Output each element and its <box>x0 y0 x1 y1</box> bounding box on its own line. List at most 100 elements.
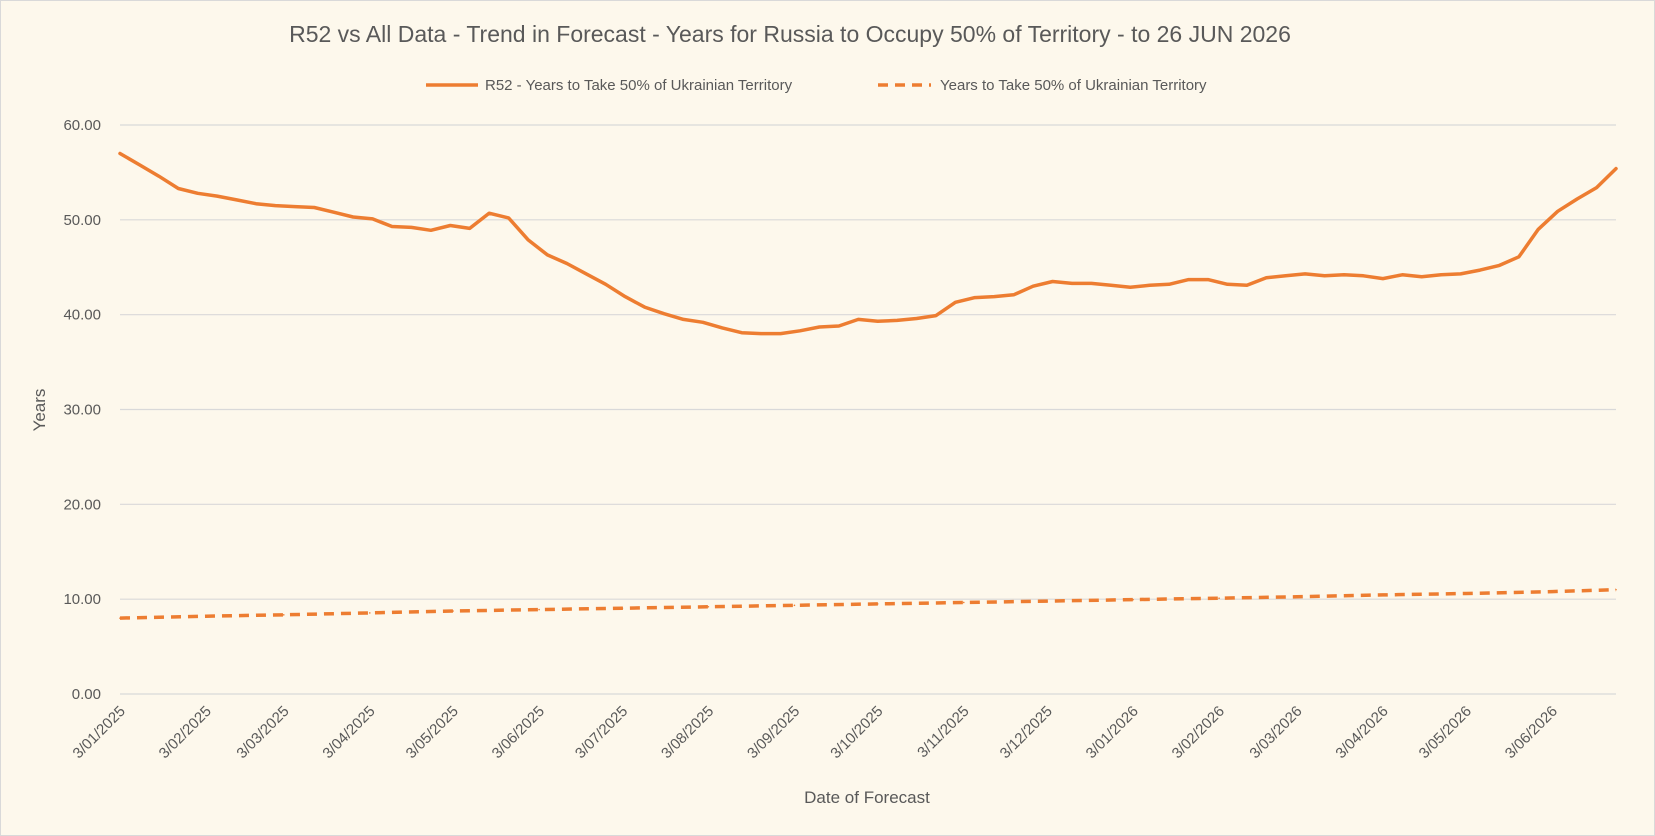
data-point <box>566 262 568 265</box>
data-point <box>962 601 965 604</box>
data-point <box>1218 597 1220 600</box>
data-point <box>1187 278 1190 281</box>
data-point <box>993 295 996 298</box>
data-point <box>1576 198 1578 200</box>
data-point <box>282 614 285 616</box>
data-point <box>452 610 454 612</box>
x-tick-label: 3/11/2025 <box>914 703 972 761</box>
data-point <box>876 603 879 605</box>
data-point <box>352 216 354 218</box>
x-tick-label: 3/01/2026 <box>1083 703 1142 762</box>
data-point <box>216 195 218 197</box>
data-point <box>158 175 160 178</box>
data-point <box>410 226 413 229</box>
data-point <box>1012 293 1015 296</box>
y-axis-title: Years <box>30 389 49 432</box>
data-point <box>1595 186 1598 189</box>
data-point <box>1556 210 1559 213</box>
data-point <box>391 225 393 228</box>
data-point <box>1296 595 1298 598</box>
data-point <box>294 205 296 208</box>
data-point <box>449 224 452 227</box>
data-point <box>1129 286 1132 288</box>
series-layer <box>118 151 1618 620</box>
y-tick-label: 0.00 <box>72 686 101 703</box>
data-point <box>313 206 316 209</box>
x-tick-label: 3/02/2026 <box>1169 703 1228 762</box>
data-point <box>935 314 937 317</box>
chart-title: R52 vs All Data - Trend in Forecast - Ye… <box>289 21 1291 47</box>
data-point <box>205 615 207 618</box>
data-point <box>663 312 665 315</box>
data-point <box>1362 274 1365 277</box>
data-point <box>1168 283 1170 286</box>
y-tick-label: 10.00 <box>63 591 101 608</box>
x-tick-label: 3/12/2025 <box>997 703 1056 762</box>
data-point <box>1071 282 1073 285</box>
data-point <box>468 227 471 230</box>
data-point <box>1420 275 1423 278</box>
data-point <box>1615 588 1617 591</box>
data-point <box>1518 256 1520 258</box>
data-point <box>1459 273 1462 275</box>
data-point <box>1246 284 1248 287</box>
data-point <box>702 321 704 324</box>
data-point <box>1323 274 1326 277</box>
data-point <box>538 608 540 611</box>
data-point <box>1498 264 1501 267</box>
data-point <box>974 296 976 299</box>
data-point <box>1465 592 1467 595</box>
data-point <box>1046 600 1048 602</box>
x-tick-label: 3/10/2025 <box>827 703 886 762</box>
data-point <box>1132 598 1134 601</box>
data-point <box>1110 284 1112 287</box>
y-axis-ticks: 0.00 10.00 20.00 30.00 40.00 50.00 60.00 <box>63 117 101 703</box>
data-point <box>1479 269 1481 271</box>
data-point <box>1032 285 1034 288</box>
x-tick-label: 3/01/2025 <box>70 703 129 762</box>
y-tick-label: 60.00 <box>63 117 101 134</box>
data-point <box>371 218 374 220</box>
data-point <box>740 331 743 334</box>
y-tick-label: 40.00 <box>63 307 101 324</box>
y-tick-label: 30.00 <box>63 402 101 419</box>
legend-label-all-data: Years to Take 50% of Ukrainian Territory <box>940 77 1207 94</box>
data-point <box>274 204 277 207</box>
data-point <box>954 301 957 304</box>
data-point <box>779 332 782 335</box>
data-point <box>119 617 121 619</box>
x-tick-label: 3/05/2025 <box>403 703 462 762</box>
data-point <box>915 317 918 320</box>
data-point <box>624 295 626 298</box>
data-point <box>1304 273 1306 275</box>
data-point <box>1551 590 1553 593</box>
data-point <box>507 217 510 219</box>
data-point <box>1265 276 1268 279</box>
data-point <box>177 187 180 190</box>
data-point <box>119 152 121 155</box>
y-tick-label: 50.00 <box>63 212 101 229</box>
data-point <box>235 199 238 201</box>
series-line-all-data <box>119 587 1617 620</box>
data-point <box>1207 278 1209 281</box>
data-point <box>682 318 685 321</box>
x-tick-label: 3/05/2026 <box>1416 703 1475 762</box>
data-point <box>1284 274 1287 277</box>
data-point <box>368 612 371 614</box>
x-axis-ticks: 3/01/2025 3/02/2025 3/03/2025 3/04/2025 3/05… <box>70 703 1561 762</box>
data-point <box>793 604 796 607</box>
x-tick-label: 3/08/2025 <box>658 703 717 762</box>
data-point <box>760 332 762 335</box>
legend-label-r52: R52 - Years to Take 50% of Ukrainian Ter… <box>485 77 793 94</box>
data-point <box>721 327 724 329</box>
data-point <box>896 319 898 322</box>
data-point <box>430 229 432 232</box>
x-axis-title: Date of Forecast <box>804 788 930 807</box>
data-point <box>1051 280 1054 283</box>
y-tick-label: 20.00 <box>63 496 101 513</box>
data-point <box>604 283 607 286</box>
gridlines <box>120 124 1616 695</box>
data-point <box>876 320 879 323</box>
x-tick-label: 3/04/2026 <box>1332 703 1391 762</box>
